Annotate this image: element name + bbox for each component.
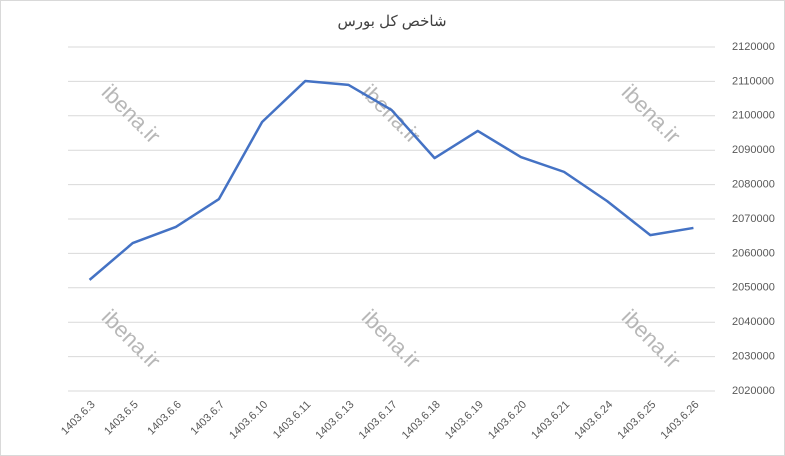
y-tick-label: 2100000: [732, 110, 775, 122]
y-tick-label: 2020000: [732, 385, 775, 397]
y-tick-label: 2060000: [732, 247, 775, 259]
y-tick-label: 2050000: [732, 282, 775, 294]
y-tick-label: 2030000: [732, 351, 775, 363]
y-tick-label: 2080000: [732, 179, 775, 191]
y-tick-label: 2040000: [732, 316, 775, 328]
y-tick-label: 2070000: [732, 213, 775, 225]
chart-title: شاخص کل بورس: [337, 13, 446, 30]
series-line: [88, 79, 694, 281]
y-tick-label: 2090000: [732, 144, 775, 156]
y-tick-label: 2110000: [732, 75, 774, 87]
y-tick-label: 2120000: [732, 41, 775, 53]
